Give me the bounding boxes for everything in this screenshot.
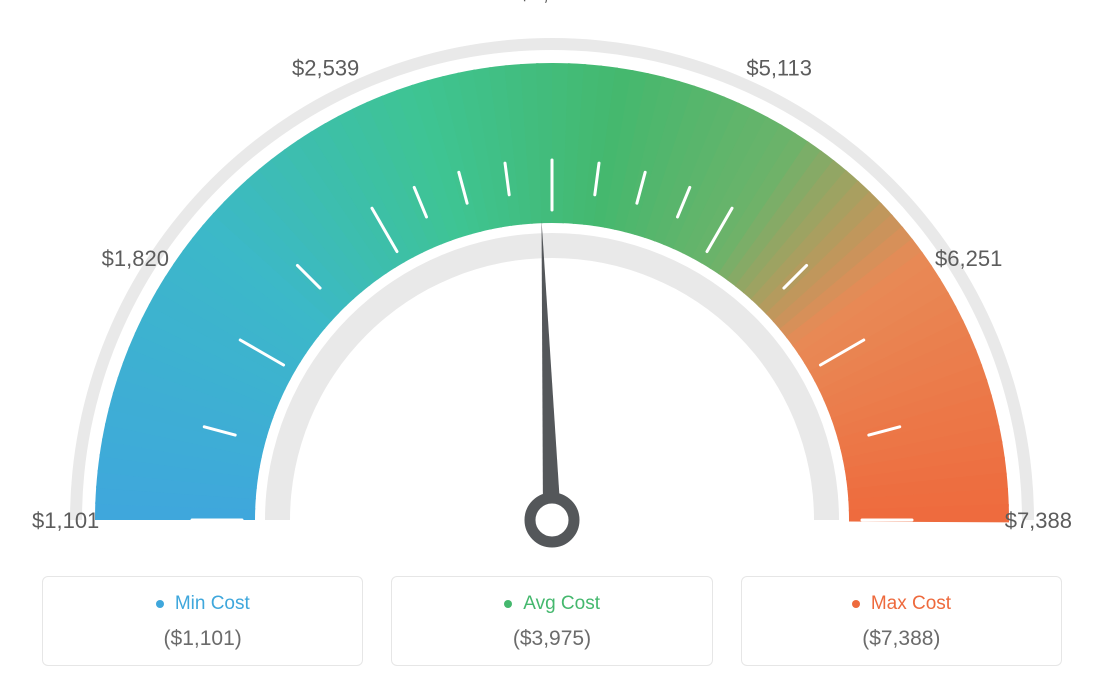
dot-icon: [504, 600, 512, 608]
chart-container: $1,101 $1,820 $2,539 $3,975 $5,113 $6,251 $7,3…: [0, 0, 1104, 690]
dot-icon: [156, 600, 164, 608]
legend-title-max: Max Cost: [752, 593, 1051, 615]
legend-card-avg: Avg Cost ($3,975): [391, 576, 712, 666]
gauge-needle: [542, 220, 561, 520]
gauge-tick-label: $3,975: [518, 0, 585, 5]
gauge-tick-label: $2,539: [292, 56, 359, 81]
legend-title-text: Avg Cost: [523, 593, 600, 614]
gauge-hub: [530, 498, 574, 542]
gauge-tick-label: $5,113: [746, 56, 812, 81]
gauge-chart: $1,101 $1,820 $2,539 $3,975 $5,113 $6,251 $7,3…: [0, 0, 1104, 560]
legend-card-max: Max Cost ($7,388): [741, 576, 1062, 666]
legend-value-avg: ($3,975): [402, 627, 701, 651]
legend-title-text: Max Cost: [871, 593, 951, 614]
legend-title-avg: Avg Cost: [402, 593, 701, 615]
legend-title-min: Min Cost: [53, 593, 352, 615]
gauge-tick-label: $1,820: [102, 246, 169, 271]
gauge-tick-label: $7,388: [1005, 508, 1072, 533]
legend-row: Min Cost ($1,101) Avg Cost ($3,975) Max …: [42, 576, 1062, 666]
legend-value-max: ($7,388): [752, 627, 1051, 651]
gauge-tick-label: $6,251: [935, 246, 1002, 271]
gauge-tick-label: $1,101: [32, 508, 99, 533]
dot-icon: [852, 600, 860, 608]
gauge-svg: $1,101 $1,820 $2,539 $3,975 $5,113 $6,251 $7,3…: [0, 0, 1104, 560]
legend-title-text: Min Cost: [175, 593, 250, 614]
legend-card-min: Min Cost ($1,101): [42, 576, 363, 666]
legend-value-min: ($1,101): [53, 627, 352, 651]
